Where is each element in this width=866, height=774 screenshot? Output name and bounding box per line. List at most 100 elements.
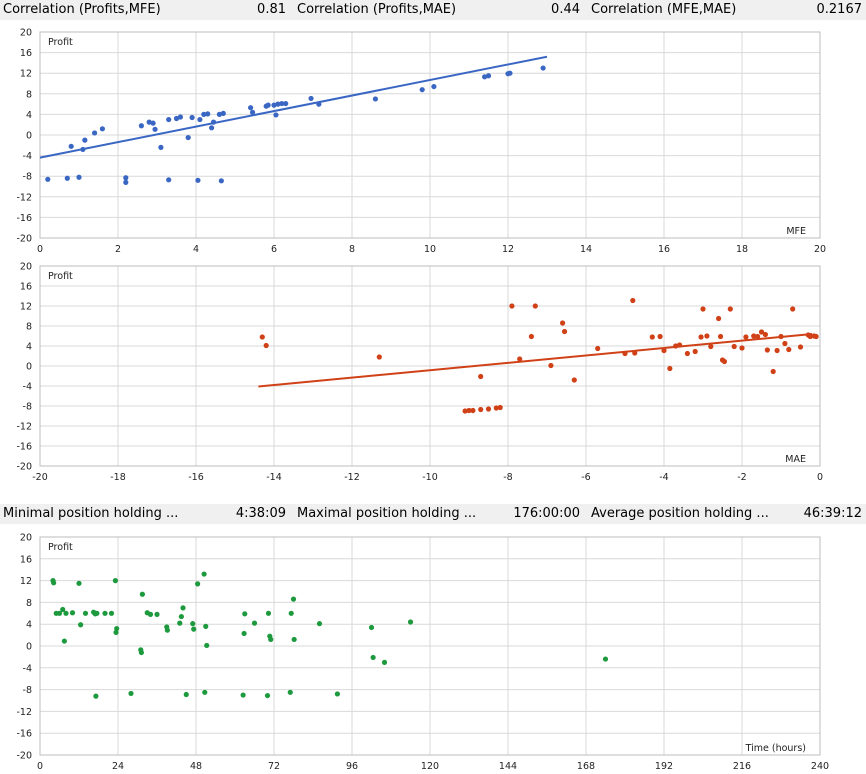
- x-tick-label: -4: [659, 472, 668, 483]
- y-tick-label: 8: [26, 322, 32, 333]
- data-point: [177, 114, 183, 120]
- data-point: [240, 692, 246, 698]
- data-point: [190, 621, 196, 627]
- data-point: [532, 303, 538, 309]
- y-tick-label: 16: [20, 282, 32, 293]
- stat-label: Correlation (Profits,MFE): [3, 2, 161, 17]
- data-point: [334, 691, 340, 697]
- y-tick-label: -4: [23, 663, 32, 674]
- data-point: [528, 333, 535, 340]
- stat-value: 4:38:09: [235, 506, 286, 521]
- x-tick-label: -2: [737, 472, 746, 483]
- data-point: [138, 649, 144, 656]
- trend-line: [39, 55, 548, 159]
- y-tick-label: -16: [16, 213, 32, 224]
- stat-minimal-holding: Minimal position holding ... 4:38:09: [0, 504, 290, 524]
- stat-average-holding: Average position holding ... 46:39:12: [588, 504, 866, 524]
- x-axis-label: MFE: [786, 226, 806, 237]
- data-point: [123, 175, 129, 181]
- data-point: [152, 126, 158, 132]
- data-point: [78, 622, 84, 628]
- data-point: [370, 654, 376, 661]
- data-point: [470, 407, 476, 414]
- data-point: [92, 130, 98, 136]
- y-axis-label: Profit: [48, 37, 73, 48]
- y-tick-label: -12: [16, 422, 32, 433]
- data-point: [721, 358, 728, 365]
- data-point: [220, 110, 226, 116]
- y-tick-label: -20: [16, 751, 32, 762]
- data-point: [123, 179, 129, 185]
- x-tick-label: -10: [422, 472, 438, 483]
- data-point: [661, 347, 667, 354]
- data-point: [102, 610, 108, 616]
- data-point: [493, 405, 499, 411]
- y-tick-label: 16: [20, 48, 32, 59]
- data-point: [561, 328, 568, 335]
- plot-frame: [39, 31, 821, 239]
- y-tick-label: 0: [26, 362, 32, 373]
- stat-value: 0.2167: [816, 2, 863, 17]
- data-point: [708, 343, 714, 350]
- data-point: [368, 624, 375, 631]
- data-point: [316, 101, 322, 107]
- data-point: [82, 610, 89, 616]
- data-point: [191, 626, 197, 632]
- data-point: [667, 365, 673, 372]
- y-tick-label: -4: [23, 151, 32, 162]
- data-point: [717, 333, 724, 340]
- data-point: [147, 611, 154, 617]
- x-axis-label: MAE: [785, 454, 806, 465]
- data-point: [677, 342, 683, 348]
- data-point: [308, 95, 314, 102]
- data-point: [268, 636, 274, 643]
- data-point: [548, 362, 554, 369]
- x-tick-label: 18: [736, 244, 748, 255]
- data-point: [778, 333, 784, 340]
- y-tick-label: 20: [20, 533, 32, 544]
- data-point: [63, 610, 69, 616]
- x-tick-label: 144: [499, 761, 517, 772]
- data-point: [698, 334, 704, 340]
- data-point: [263, 342, 269, 349]
- data-point: [602, 656, 609, 662]
- data-point: [93, 693, 99, 699]
- data-point: [60, 606, 66, 613]
- x-tick-label: -16: [188, 472, 204, 483]
- y-tick-label: 4: [26, 342, 32, 353]
- data-point: [517, 356, 523, 362]
- data-point: [692, 348, 698, 355]
- stat-value: 0.81: [257, 2, 286, 17]
- x-tick-label: 14: [580, 244, 592, 255]
- x-tick-label: -20: [32, 472, 48, 483]
- data-point: [782, 340, 788, 347]
- stat-label: Correlation (Profits,MAE): [297, 2, 457, 17]
- stat-label: Minimal position holding ...: [3, 506, 179, 521]
- data-point: [205, 111, 211, 117]
- data-point: [209, 125, 215, 131]
- data-point: [482, 74, 488, 80]
- data-point: [273, 112, 279, 118]
- x-tick-label: 48: [190, 761, 202, 772]
- x-axis-label: Time (hours): [745, 743, 806, 754]
- data-point: [497, 404, 503, 411]
- y-tick-label: 4: [26, 110, 32, 121]
- data-point: [146, 119, 152, 125]
- data-point: [68, 143, 74, 149]
- data-point: [507, 70, 513, 76]
- data-point: [770, 368, 776, 375]
- x-tick-label: 2: [115, 244, 121, 255]
- data-point: [114, 625, 120, 632]
- data-point: [265, 610, 272, 616]
- plot-frame: [39, 265, 821, 467]
- data-point: [45, 176, 51, 182]
- data-point: [287, 689, 293, 695]
- x-tick-label: 120: [421, 761, 439, 772]
- x-tick-label: 192: [655, 761, 673, 772]
- data-point: [751, 333, 757, 339]
- stat-maximal-holding: Maximal position holding ... 176:00:00: [294, 504, 584, 524]
- data-point: [485, 73, 492, 79]
- data-point: [758, 329, 765, 335]
- data-point: [372, 96, 378, 102]
